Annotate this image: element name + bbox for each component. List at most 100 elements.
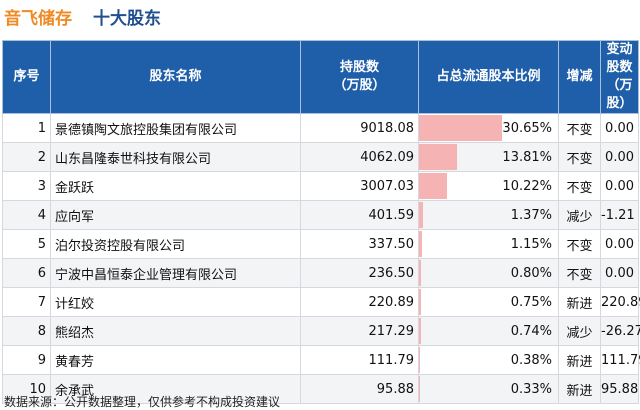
holding-amount: 236.50 [300,258,419,288]
company-name: 音飞储存 [4,9,72,29]
holding-amount: 337.50 [300,229,419,259]
page-title: 十大股东 [93,9,161,29]
table-row: 5 泊尔投资控股有限公司 337.50 1.15% 不变 0.00 [2,229,639,259]
holding-amount: 401.59 [300,200,419,230]
ratio-bar [419,289,422,315]
change-status: 不变 [558,229,601,259]
change-amount: 0.00 [600,113,639,143]
column-header-delta: 变动股数 （万股） [600,40,639,114]
ratio-value: 30.65% [502,120,552,136]
holding-amount: 4062.09 [300,142,419,172]
ratio-cell: 0.33% [418,374,559,404]
ratio-cell: 0.75% [418,287,559,317]
ratio-value: 0.33% [510,381,552,397]
ratio-bar [419,173,447,199]
shareholders-table: 序号 股东名称 持股数 （万股） 占总流通股本比例 增减 变动股数 （万股） 1 景德… [2,40,640,404]
holding-amount: 220.89 [300,287,419,317]
holding-amount: 3007.03 [300,171,419,201]
ratio-cell: 0.38% [418,345,559,375]
data-source-note: 数据来源：公开数据整理，仅供参考不构成投资建议 [4,395,281,409]
shareholder-name: 宁波中昌恒泰企业管理有限公司 [50,258,301,288]
shareholder-name: 应向军 [50,200,301,230]
holding-amount: 9018.08 [300,113,419,143]
change-amount: 111.79 [600,345,640,375]
ratio-value: 1.15% [510,236,552,252]
column-header-name: 股东名称 [50,40,301,114]
shareholder-name: 泊尔投资控股有限公司 [50,229,301,259]
column-header-ratio: 占总流通股本比例 [418,40,559,114]
change-status: 新进 [558,345,601,375]
ratio-bar [419,231,423,257]
table-header-row: 序号 股东名称 持股数 （万股） 占总流通股本比例 增减 变动股数 （万股） [2,40,639,114]
ratio-cell: 0.80% [418,258,559,288]
change-amount: 0.00 [600,229,639,259]
column-header-holding: 持股数 （万股） [300,40,419,114]
change-amount: 0.00 [600,142,639,172]
row-index: 5 [2,229,51,259]
shareholder-name: 熊绍杰 [50,316,301,346]
change-status: 不变 [558,113,601,143]
holding-amount: 217.29 [300,316,419,346]
column-header-change: 增减 [558,40,601,114]
ratio-value: 10.22% [502,178,552,194]
table-row: 2 山东昌隆泰世科技有限公司 4062.09 13.81% 不变 0.00 [2,142,639,172]
shareholder-name: 景德镇陶文旅控股集团有限公司 [50,113,301,143]
change-amount: 95.88 [600,374,639,404]
ratio-cell: 30.65% [418,113,559,143]
ratio-value: 0.75% [510,294,552,310]
ratio-bar [419,347,421,373]
change-status: 不变 [558,258,601,288]
row-index: 4 [2,200,51,230]
change-status: 不变 [558,171,601,201]
column-header-holding-label: 持股数 （万股） [333,60,386,93]
change-amount: -26.27 [600,316,640,346]
change-amount: 0.00 [600,258,639,288]
change-amount: 220.89 [600,287,640,317]
column-header-index: 序号 [2,40,51,114]
row-index: 2 [2,142,51,172]
column-header-delta-label: 变动股数 （万股） [606,42,633,111]
change-status: 减少 [558,316,601,346]
ratio-value: 0.38% [510,352,552,368]
ratio-bar [419,376,420,402]
row-index: 8 [2,316,51,346]
row-index: 1 [2,113,51,143]
change-status: 不变 [558,142,601,172]
row-index: 7 [2,287,51,317]
ratio-cell: 1.15% [418,229,559,259]
shareholder-name: 山东昌隆泰世科技有限公司 [50,142,301,172]
row-index: 3 [2,171,51,201]
change-status: 减少 [558,200,601,230]
row-index: 9 [2,345,51,375]
table-row: 4 应向军 401.59 1.37% 减少 -1.21 [2,200,639,230]
row-index: 6 [2,258,51,288]
table-row: 6 宁波中昌恒泰企业管理有限公司 236.50 0.80% 不变 0.00 [2,258,639,288]
table-row: 3 金跃跃 3007.03 10.22% 不变 0.00 [2,171,639,201]
ratio-value: 0.74% [510,323,552,339]
ratio-cell: 1.37% [418,200,559,230]
ratio-bar [419,115,503,141]
change-amount: -1.21 [600,200,639,230]
change-status: 新进 [558,374,601,404]
ratio-value: 1.37% [510,207,552,223]
ratio-value: 0.80% [510,265,552,281]
table-row: 1 景德镇陶文旅控股集团有限公司 9018.08 30.65% 不变 0.00 [2,113,639,143]
ratio-bar [419,260,422,286]
holding-amount: 111.79 [300,345,419,375]
holding-amount: 95.88 [300,374,419,404]
ratio-cell: 10.22% [418,171,559,201]
ratio-bar [419,144,457,170]
title-bar: 音飞储存 十大股东 [0,0,640,34]
change-amount: 0.00 [600,171,639,201]
ratio-value: 13.81% [502,149,552,165]
shareholder-name: 黄春芳 [50,345,301,375]
shareholder-name: 计红姣 [50,287,301,317]
ratio-cell: 0.74% [418,316,559,346]
ratio-cell: 13.81% [418,142,559,172]
ratio-bar [419,202,423,228]
row-index: 10 [2,374,51,404]
table-row: 10 余承武 95.88 0.33% 新进 95.88 [2,374,639,404]
ratio-bar [419,318,421,344]
